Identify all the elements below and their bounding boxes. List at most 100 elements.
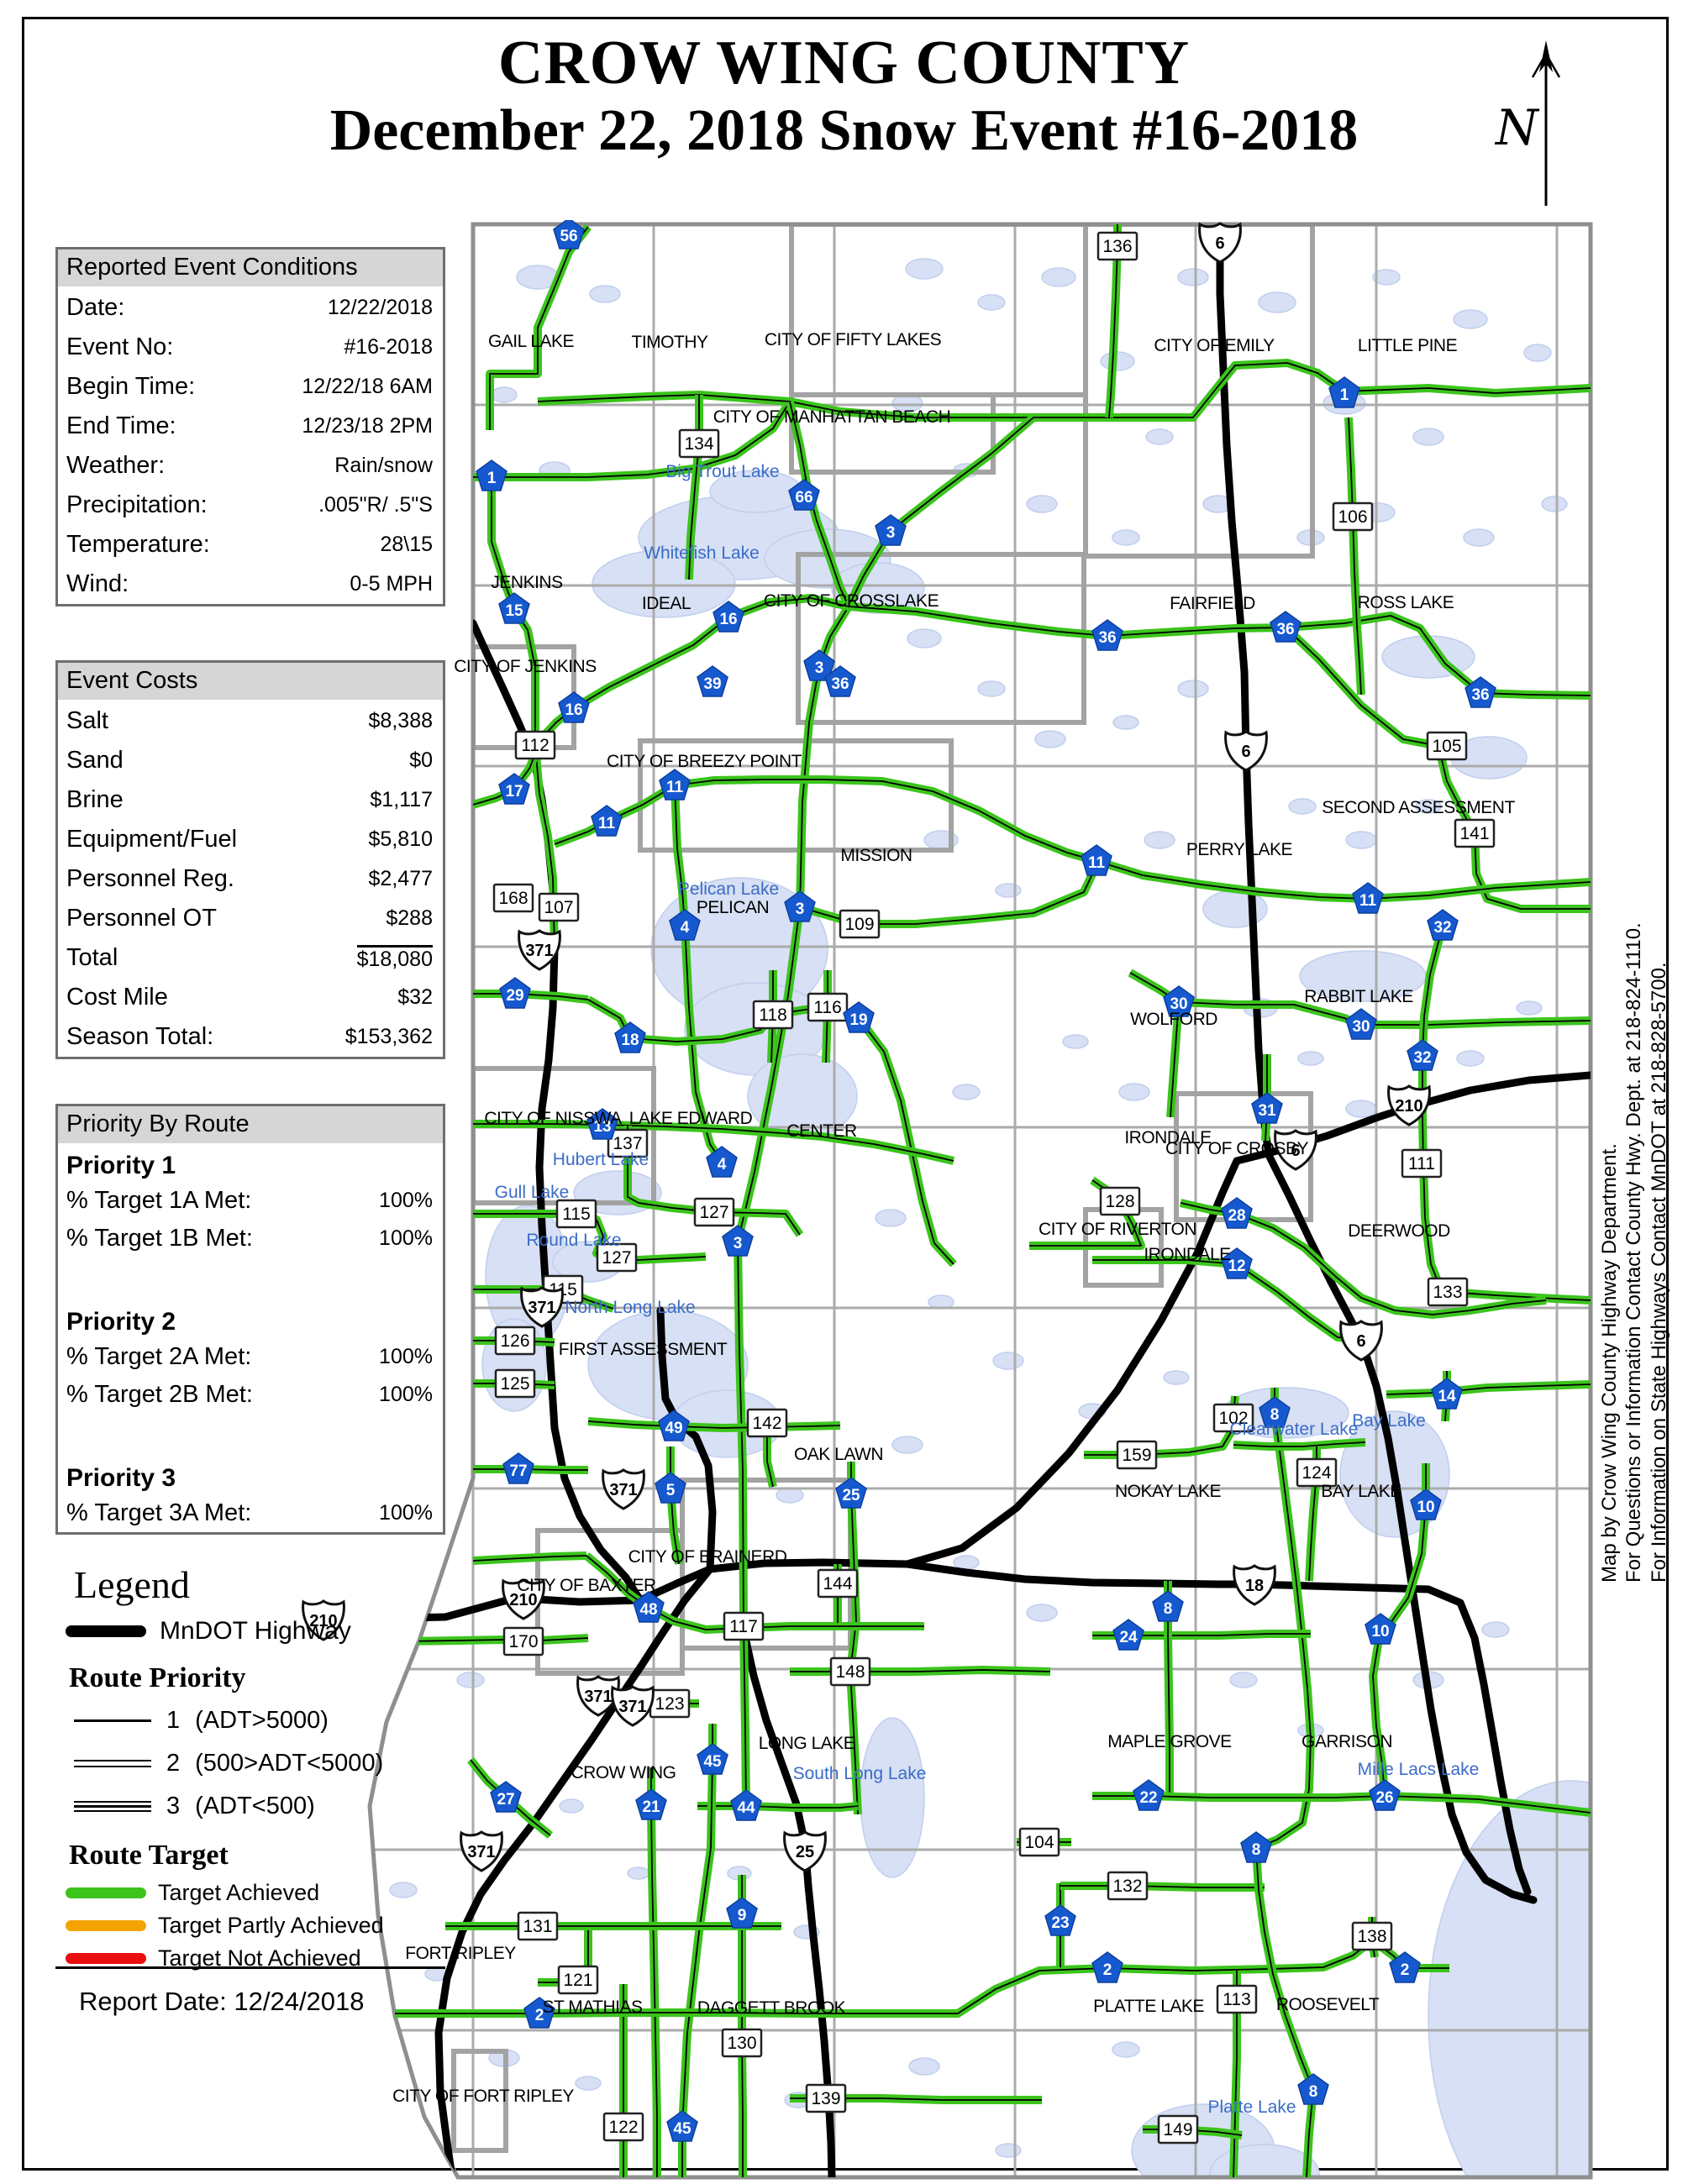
township-label: OAK LAWN <box>794 1445 883 1464</box>
pentagon-shape <box>1091 1951 1123 1983</box>
route-centerline <box>737 606 849 1807</box>
county-route-marker: 10 <box>1410 1488 1442 1520</box>
route-box-shape <box>517 1911 559 1941</box>
condition-label: Temperature: <box>66 531 210 558</box>
condition-label: Event No: <box>66 333 174 360</box>
county-route-marker: 8 <box>1240 1831 1272 1863</box>
route-box-shape <box>494 1326 536 1356</box>
shield-number: 371 <box>618 1698 646 1716</box>
city-boundary <box>1083 224 1315 559</box>
route-box-shape <box>602 2112 644 2142</box>
priority-row: % Target 2B Met: 100% <box>58 1376 443 1414</box>
route-box-shape <box>829 1656 871 1687</box>
pentagon-shape <box>633 1591 665 1623</box>
county-route-marker: 1 <box>476 459 507 491</box>
pentagon-shape <box>1352 882 1384 914</box>
marker-number: 32 <box>1413 1049 1431 1067</box>
pentagon-shape <box>788 479 820 511</box>
township-label: CITY OF CROSSLAKE <box>764 591 939 611</box>
conditions-row: Temperature: 28\15 <box>58 525 443 564</box>
marker-number: 11 <box>598 815 616 832</box>
cost-value: $153,362 <box>344 1025 433 1048</box>
marker-number: 16 <box>565 701 582 719</box>
pentagon-shape <box>614 1021 646 1053</box>
marker-number: 29 <box>506 987 523 1005</box>
route-centerline <box>587 999 828 1042</box>
conditions-panel: Reported Event Conditions Date: 12/22/201… <box>55 247 445 606</box>
township-label: CITY OF NISSWA <box>484 1109 622 1128</box>
cost-value: $32 <box>397 985 433 1009</box>
marker-number: 24 <box>1119 1629 1138 1646</box>
route-number-box: 106 <box>1332 501 1374 532</box>
county-route-marker: 2 <box>1389 1951 1421 1983</box>
route-priority-item: 2 (500>ADT<5000) <box>55 1742 445 1785</box>
target-color-line-icon <box>66 1887 146 1898</box>
highway-shield: 18 <box>1233 1564 1276 1606</box>
lake-label: Platte Lake <box>1207 2097 1296 2117</box>
county-route-marker: 32 <box>1427 909 1459 941</box>
highway-shield: 210 <box>502 1578 545 1620</box>
lake-label: Hubert Lake <box>553 1150 649 1169</box>
marker-number: 3 <box>815 659 824 677</box>
lake <box>905 258 944 280</box>
priority-adt-label: (ADT>5000) <box>195 1707 329 1734</box>
county-route-marker: 11 <box>591 805 623 837</box>
marker-number: 32 <box>1433 919 1451 937</box>
route-number-box: 138 <box>1351 1921 1393 1951</box>
county-route-marker: 3 <box>722 1225 754 1257</box>
pentagon-shape <box>1240 1831 1272 1863</box>
route-box-number: 107 <box>544 898 573 917</box>
condition-label: Begin Time: <box>66 373 196 400</box>
lake <box>627 1866 650 1880</box>
marker-number: 19 <box>849 1011 867 1029</box>
county-route-marker: 30 <box>1163 985 1195 1017</box>
lake <box>860 1717 925 1878</box>
priority-label: % Target 1A Met: <box>66 1187 252 1214</box>
pentagon-shape <box>835 1477 867 1509</box>
township-label: FAIRFIELD <box>1170 594 1255 613</box>
township-label: ROSS LAKE <box>1358 593 1454 612</box>
condition-value: #16-2018 <box>344 335 433 359</box>
pentagon-shape <box>875 514 907 546</box>
condition-label: End Time: <box>66 412 176 439</box>
county-route-marker: 36 <box>1091 619 1123 651</box>
route-priority-heading: Route Priority <box>69 1662 246 1693</box>
route-box-number: 144 <box>823 1574 852 1593</box>
pentagon-shape <box>490 1781 522 1813</box>
route-number-box: 131 <box>517 1911 559 1941</box>
legend: Legend MnDOT Highway Route Priority 1 (AD… <box>55 1561 445 2016</box>
route-priority-item: 1 (ADT>5000) <box>55 1699 445 1742</box>
pentagon-shape <box>1407 1039 1438 1071</box>
county-route-marker: 45 <box>666 2110 698 2142</box>
pentagon-shape <box>1163 985 1195 1017</box>
township-label: LAKE EDWARD <box>629 1109 753 1128</box>
county-route-marker: 21 <box>635 1788 667 1820</box>
marker-number: 4 <box>681 919 690 937</box>
county-route-marker: 17 <box>498 773 530 805</box>
lake-label: Whitefish Lake <box>644 543 760 563</box>
condition-value: 12/22/18 6AM <box>302 375 433 398</box>
route-number-box: 122 <box>602 2112 644 2142</box>
route-number-box: 159 <box>1116 1440 1158 1470</box>
cost-label: Personnel OT <box>66 905 217 932</box>
route-centerline <box>489 226 589 430</box>
cost-value: $8,388 <box>368 709 433 732</box>
marker-number: 11 <box>1088 854 1106 872</box>
shield-number: 210 <box>509 1591 537 1609</box>
route-box-number: 111 <box>1408 1154 1435 1173</box>
pentagon-shape <box>1297 2073 1329 2105</box>
shield-shape <box>520 1286 564 1328</box>
target-label: Target Not Achieved <box>158 1945 361 1971</box>
marker-number: 9 <box>738 1907 747 1924</box>
credit-line: For Questions or Information Contact Cou… <box>1622 922 1646 1583</box>
county-route-marker: 44 <box>730 1789 762 1821</box>
cost-label: Salt <box>66 707 108 734</box>
marker-number: 3 <box>886 524 896 542</box>
lake <box>995 2143 1022 2158</box>
priority-label: % Target 3A Met: <box>66 1499 252 1526</box>
conditions-row: End Time: 12/23/18 2PM <box>58 407 443 446</box>
highway-shield: 6 <box>1198 222 1242 264</box>
priority-2-line-icon <box>74 1760 151 1767</box>
pentagon-shape <box>803 649 835 681</box>
